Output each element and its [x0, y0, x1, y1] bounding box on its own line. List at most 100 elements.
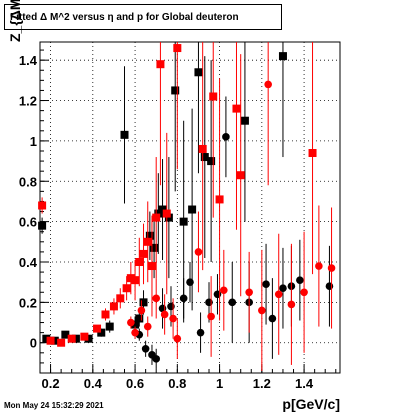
data-point-square [139, 249, 148, 258]
data-point-square [143, 237, 152, 246]
axis-ticks: 0.2 0.4 0.6 0.8 1 1.2 1.4 0 0.2 0.4 0.6 0.8 1 1.2 1.4 [19, 49, 337, 391]
data-point-square [209, 92, 218, 101]
y-tick-label: 1.2 [19, 94, 37, 109]
data-point-circle [327, 264, 336, 272]
y-tick-label: 0.6 [19, 215, 37, 230]
x-tick-label: 0.4 [84, 376, 103, 391]
x-tick-label: 1 [216, 376, 223, 391]
data-point-square [131, 320, 140, 329]
data-point-square [116, 294, 125, 303]
data-point-square [194, 68, 203, 77]
data-point-square [162, 209, 171, 218]
x-axis-label: p[GeV/c] [282, 396, 340, 412]
data-point-circle [222, 133, 230, 141]
y-tick-label: 0.2 [19, 295, 37, 310]
data-point-circle [141, 344, 150, 353]
data-point-circle [220, 286, 228, 295]
data-point-square [135, 314, 144, 323]
data-point-square [61, 330, 70, 339]
data-point-square [207, 157, 216, 166]
x-tick-label: 0.8 [168, 376, 186, 391]
data-point-circle [279, 284, 287, 293]
data-point-square [164, 213, 173, 222]
data-point-circle [274, 290, 283, 299]
data-point-square [101, 310, 110, 319]
data-point-square [97, 328, 106, 337]
data-point-circle [258, 306, 266, 315]
data-point-square [71, 334, 80, 343]
data-point-circle [131, 328, 139, 337]
data-marks [38, 42, 336, 371]
x-tick-label: 1.2 [253, 376, 271, 391]
data-point-circle [137, 306, 146, 315]
y-tick-label: 0.4 [19, 255, 38, 270]
data-point-square [105, 322, 114, 331]
timestamp: Mon May 24 15:32:29 2021 [4, 401, 104, 410]
y-axis-label: Z_{ΔM2} [7, 0, 23, 42]
data-point-square [93, 324, 102, 333]
data-point-square [131, 276, 140, 285]
data-point-circle [194, 248, 203, 256]
data-point-circle [205, 298, 213, 307]
y-tick-label: 1 [30, 134, 37, 149]
data-point-square [278, 52, 287, 61]
y-tick-label: 1.4 [19, 53, 38, 68]
data-point-square [150, 243, 159, 252]
data-point-square [50, 336, 59, 345]
data-point-square [188, 205, 197, 214]
data-point-circle [160, 310, 169, 319]
data-point-square [38, 221, 47, 230]
data-point-circle [179, 294, 188, 303]
data-point-square [308, 149, 317, 158]
data-point-circle [186, 278, 194, 286]
data-point-circle [268, 314, 277, 323]
data-point-square [236, 171, 245, 180]
x-tick-label: 1.4 [295, 376, 314, 391]
data-point-circle [207, 312, 215, 321]
data-point-square [109, 302, 118, 311]
data-point-circle [315, 262, 323, 270]
data-point-circle [213, 290, 222, 299]
data-point-square [135, 257, 144, 266]
data-point-circle [152, 294, 160, 303]
y-tick-label: 0.8 [19, 174, 37, 189]
chart-title: Fitted Δ M^2 versus η and p for Global d… [4, 4, 282, 30]
data-point-square [126, 274, 135, 283]
data-point-square [232, 104, 241, 113]
data-point-circle [262, 280, 270, 288]
data-point-square [173, 44, 182, 53]
data-point-square [198, 144, 207, 153]
data-point-square [122, 284, 131, 293]
data-point-square [240, 116, 249, 125]
data-point-circle [127, 318, 135, 327]
x-tick-label: 0.6 [126, 376, 144, 391]
data-point-square [158, 205, 167, 214]
data-point-square [152, 213, 161, 222]
data-point-circle [264, 80, 272, 89]
data-point-square [84, 334, 93, 343]
data-point-square [147, 262, 156, 271]
data-point-circle [169, 314, 177, 323]
data-point-circle [173, 334, 182, 343]
x-tick-label: 0.2 [42, 376, 60, 391]
data-point-square [139, 298, 148, 307]
data-point-square [80, 332, 89, 341]
data-point-square [156, 60, 165, 69]
data-point-circle [152, 355, 160, 363]
data-point-square [145, 231, 154, 240]
data-point-square [215, 195, 224, 204]
data-point-square [57, 338, 66, 347]
data-point-square [120, 130, 129, 139]
data-point-circle [287, 300, 296, 309]
data-point-square [67, 334, 76, 343]
data-point-square [38, 201, 47, 210]
data-point-circle [300, 288, 308, 297]
data-point-square [46, 336, 55, 345]
data-point-circle [245, 288, 253, 297]
data-point-circle [167, 302, 175, 311]
data-point-square [200, 153, 209, 162]
data-point-square [154, 209, 163, 218]
data-point-square [179, 217, 188, 226]
data-point-circle [143, 322, 152, 331]
